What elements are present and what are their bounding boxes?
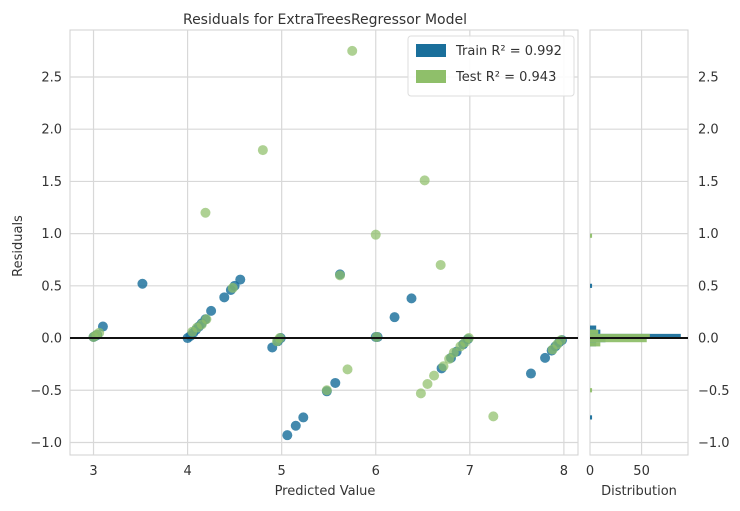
right-y-tick-label: 2.0 bbox=[698, 123, 719, 138]
legend-box bbox=[407, 35, 575, 97]
hist-frame bbox=[589, 29, 689, 456]
train-point bbox=[282, 430, 293, 441]
legend: Train R² = 0.992 Test R² = 0.943 bbox=[407, 35, 575, 97]
right-y-tick-label: −1.0 bbox=[698, 436, 730, 451]
test-point bbox=[419, 175, 430, 186]
y-tick-label: 0.0 bbox=[41, 332, 62, 347]
test-point bbox=[438, 361, 449, 372]
right-y-tick-label: 0.0 bbox=[698, 332, 719, 347]
test-point bbox=[347, 45, 358, 56]
test-point bbox=[429, 370, 440, 381]
x-tick-label: 7 bbox=[466, 464, 474, 479]
right-y-tick-label: 0.5 bbox=[698, 279, 719, 294]
y-tick-label: 2.5 bbox=[41, 70, 62, 85]
train-point bbox=[540, 352, 551, 363]
train-point bbox=[330, 377, 341, 388]
right-y-tick-label: 1.0 bbox=[698, 227, 719, 242]
train-point bbox=[389, 312, 400, 323]
x-tick-label: 4 bbox=[183, 464, 191, 479]
test-point bbox=[422, 378, 433, 389]
test-point bbox=[321, 385, 332, 396]
test-point bbox=[556, 335, 567, 346]
train-point bbox=[298, 412, 309, 423]
legend-swatch bbox=[416, 44, 446, 57]
test-point bbox=[370, 229, 381, 240]
test-point bbox=[94, 327, 105, 338]
right-y-tick-label: 2.5 bbox=[698, 70, 719, 85]
test-point bbox=[415, 388, 426, 399]
y-tick-label: −1.0 bbox=[30, 436, 62, 451]
train-point bbox=[290, 420, 301, 431]
test-point bbox=[342, 364, 353, 375]
test-point bbox=[200, 207, 211, 218]
test-point bbox=[448, 347, 459, 358]
train-hist-bar bbox=[590, 415, 593, 420]
train-point bbox=[219, 292, 230, 303]
y-tick-label: 0.5 bbox=[41, 279, 62, 294]
test-point bbox=[371, 332, 382, 343]
x-axis-label: Predicted Value bbox=[275, 484, 376, 499]
distribution-axis-label: Distribution bbox=[601, 484, 677, 499]
test-hist-bar bbox=[590, 333, 650, 339]
hist-x-tick-label: 0 bbox=[586, 464, 594, 479]
x-tick-label: 6 bbox=[372, 464, 380, 479]
main-plot-area: 3 4 5 6 7 8 −1.0 −0.5 0.0 0.5 1.0 1.5 2.0 2.5 bbox=[30, 29, 579, 479]
legend-label: Train R² = 0.992 bbox=[455, 44, 562, 59]
y-tick-label: −0.5 bbox=[30, 384, 62, 399]
test-point bbox=[201, 314, 212, 325]
train-point bbox=[235, 274, 246, 285]
x-tick-label: 8 bbox=[560, 464, 568, 479]
train-point bbox=[406, 293, 417, 304]
chart-title: Residuals for ExtraTreesRegressor Model bbox=[183, 12, 467, 28]
train-point bbox=[137, 278, 148, 289]
test-point bbox=[227, 282, 238, 293]
y-tick-label: 2.0 bbox=[41, 123, 62, 138]
test-hist-bar bbox=[590, 338, 647, 343]
test-point bbox=[488, 411, 499, 422]
y-tick-label: 1.0 bbox=[41, 227, 62, 242]
train-hist-bar bbox=[590, 325, 597, 330]
train-hist-bar bbox=[590, 283, 593, 288]
hist-x-tick-label: 50 bbox=[633, 464, 650, 479]
test-point bbox=[257, 145, 268, 156]
test-hist-bar bbox=[590, 342, 601, 347]
test-hist-bar bbox=[590, 233, 593, 238]
right-y-tick-label: −0.5 bbox=[698, 384, 730, 399]
plot-frame bbox=[69, 29, 579, 456]
distribution-plot-area: −1.0 −0.5 0.0 0.5 1.0 1.5 2.0 2.5 0 50 bbox=[586, 29, 730, 479]
legend-label: Test R² = 0.943 bbox=[455, 70, 556, 85]
x-tick-label: 5 bbox=[278, 464, 286, 479]
test-point bbox=[435, 259, 446, 270]
test-point bbox=[334, 270, 345, 281]
test-hist-bar bbox=[590, 388, 593, 393]
right-y-tick-label: 1.5 bbox=[698, 175, 719, 190]
x-tick-label: 3 bbox=[89, 464, 97, 479]
train-point bbox=[525, 368, 536, 379]
y-axis-label: Residuals bbox=[11, 215, 26, 277]
train-point bbox=[206, 305, 217, 316]
test-hist-bar bbox=[590, 329, 599, 334]
legend-swatch bbox=[416, 70, 446, 83]
y-tick-label: 1.5 bbox=[41, 175, 62, 190]
